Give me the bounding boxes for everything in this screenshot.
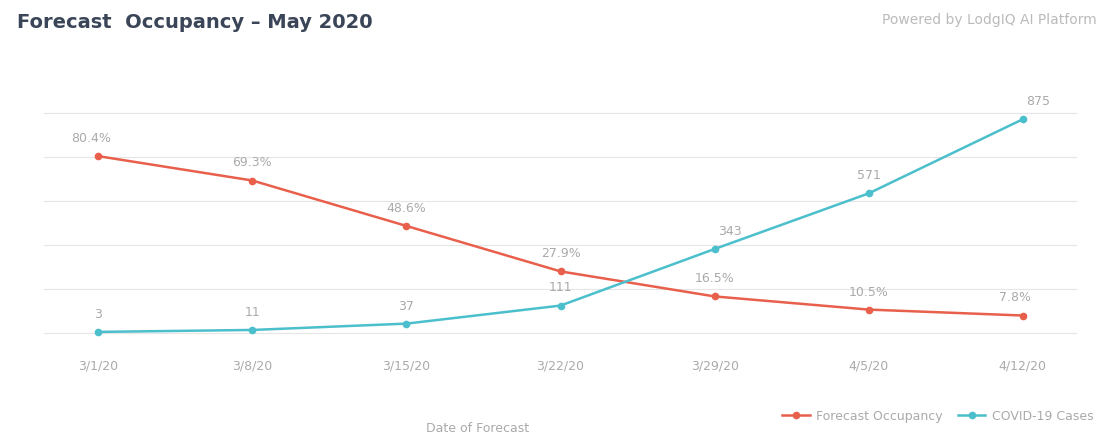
Forecast Occupancy [554,269,567,274]
Forecast Occupancy [862,307,876,313]
COVID-19 Cases [708,247,722,252]
Text: 37: 37 [398,299,414,312]
Forecast Occupancy [92,154,105,159]
Text: 16.5%: 16.5% [695,272,735,285]
Text: 343: 343 [718,224,741,237]
Text: 69.3%: 69.3% [233,156,272,169]
Text: 11: 11 [244,305,260,318]
Forecast Occupancy [245,179,259,184]
Text: Forecast  Occupancy – May 2020: Forecast Occupancy – May 2020 [17,13,372,32]
Text: 27.9%: 27.9% [541,247,581,260]
Text: 111: 111 [548,281,573,294]
Legend: Forecast Occupancy, COVID-19 Cases: Forecast Occupancy, COVID-19 Cases [777,404,1098,427]
Text: 10.5%: 10.5% [849,285,889,298]
Line: COVID-19 Cases: COVID-19 Cases [95,117,1026,335]
Line: Forecast Occupancy: Forecast Occupancy [95,154,1026,319]
Forecast Occupancy [400,224,413,229]
Forecast Occupancy [1016,313,1029,318]
Text: 875: 875 [1026,95,1050,108]
COVID-19 Cases [400,321,413,326]
Text: 3: 3 [94,307,102,320]
Text: 80.4%: 80.4% [71,132,111,145]
Text: 48.6%: 48.6% [386,201,426,215]
Text: 7.8%: 7.8% [999,291,1031,304]
COVID-19 Cases [245,328,259,333]
Text: 571: 571 [857,169,880,182]
Text: Powered by LodgIQ AI Platform: Powered by LodgIQ AI Platform [882,13,1097,27]
Forecast Occupancy [708,294,722,300]
COVID-19 Cases [554,303,567,308]
Text: Date of Forecast: Date of Forecast [426,420,528,434]
COVID-19 Cases [92,329,105,335]
COVID-19 Cases [1016,117,1029,123]
COVID-19 Cases [862,191,876,197]
